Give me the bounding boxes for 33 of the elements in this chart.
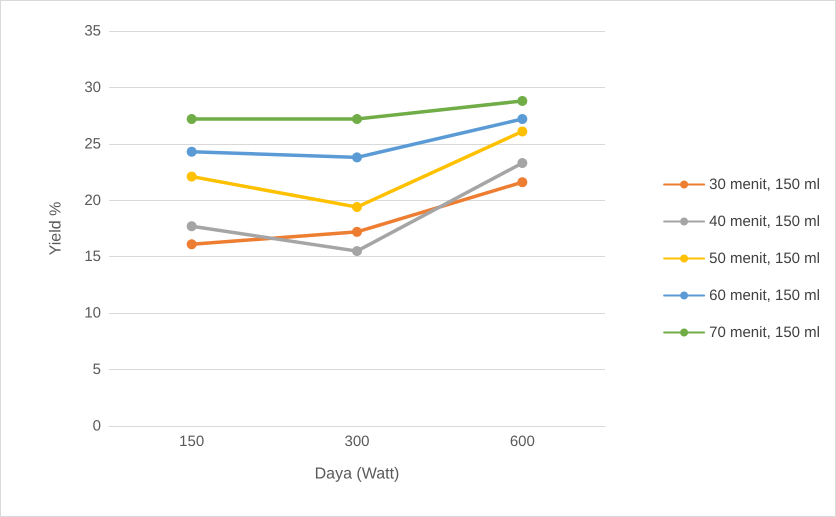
y-axis-title: Yield %: [48, 202, 64, 256]
point: [186, 146, 197, 157]
x-tick-label: 300: [344, 433, 370, 450]
legend-label: 30 menit, 150 ml: [709, 176, 820, 193]
y-tick-label: 0: [92, 418, 101, 434]
point: [517, 114, 528, 124]
y-tick-label: 5: [92, 361, 101, 378]
point: [517, 158, 528, 168]
y-tick-label: 35: [84, 22, 101, 40]
point: [517, 126, 528, 136]
legend-label: 50 menit, 150 ml: [709, 250, 820, 267]
y-tick-label: 15: [84, 248, 101, 266]
y-tick-label: 30: [84, 78, 101, 96]
point: [517, 177, 528, 188]
x-tick-label: 600: [510, 433, 535, 450]
point: [517, 96, 528, 106]
legend-label: 40 menit, 150 ml: [709, 213, 820, 230]
legend-label: 70 menit, 150 ml: [709, 324, 820, 341]
point: [186, 239, 197, 250]
point: [352, 202, 362, 212]
x-axis-title: Daya (Watt): [314, 466, 400, 482]
point: [352, 114, 362, 124]
point: [186, 114, 197, 124]
legend-label: 60 menit, 150 ml: [709, 287, 820, 304]
point: [186, 172, 197, 182]
point: [352, 226, 362, 237]
point: [352, 152, 362, 162]
x-tick-label: 150: [179, 433, 204, 450]
point: [186, 221, 197, 232]
point: [352, 246, 362, 256]
y-tick-label: 25: [84, 135, 101, 152]
y-tick-label: 10: [84, 304, 101, 322]
y-tick-label: 20: [84, 192, 101, 209]
